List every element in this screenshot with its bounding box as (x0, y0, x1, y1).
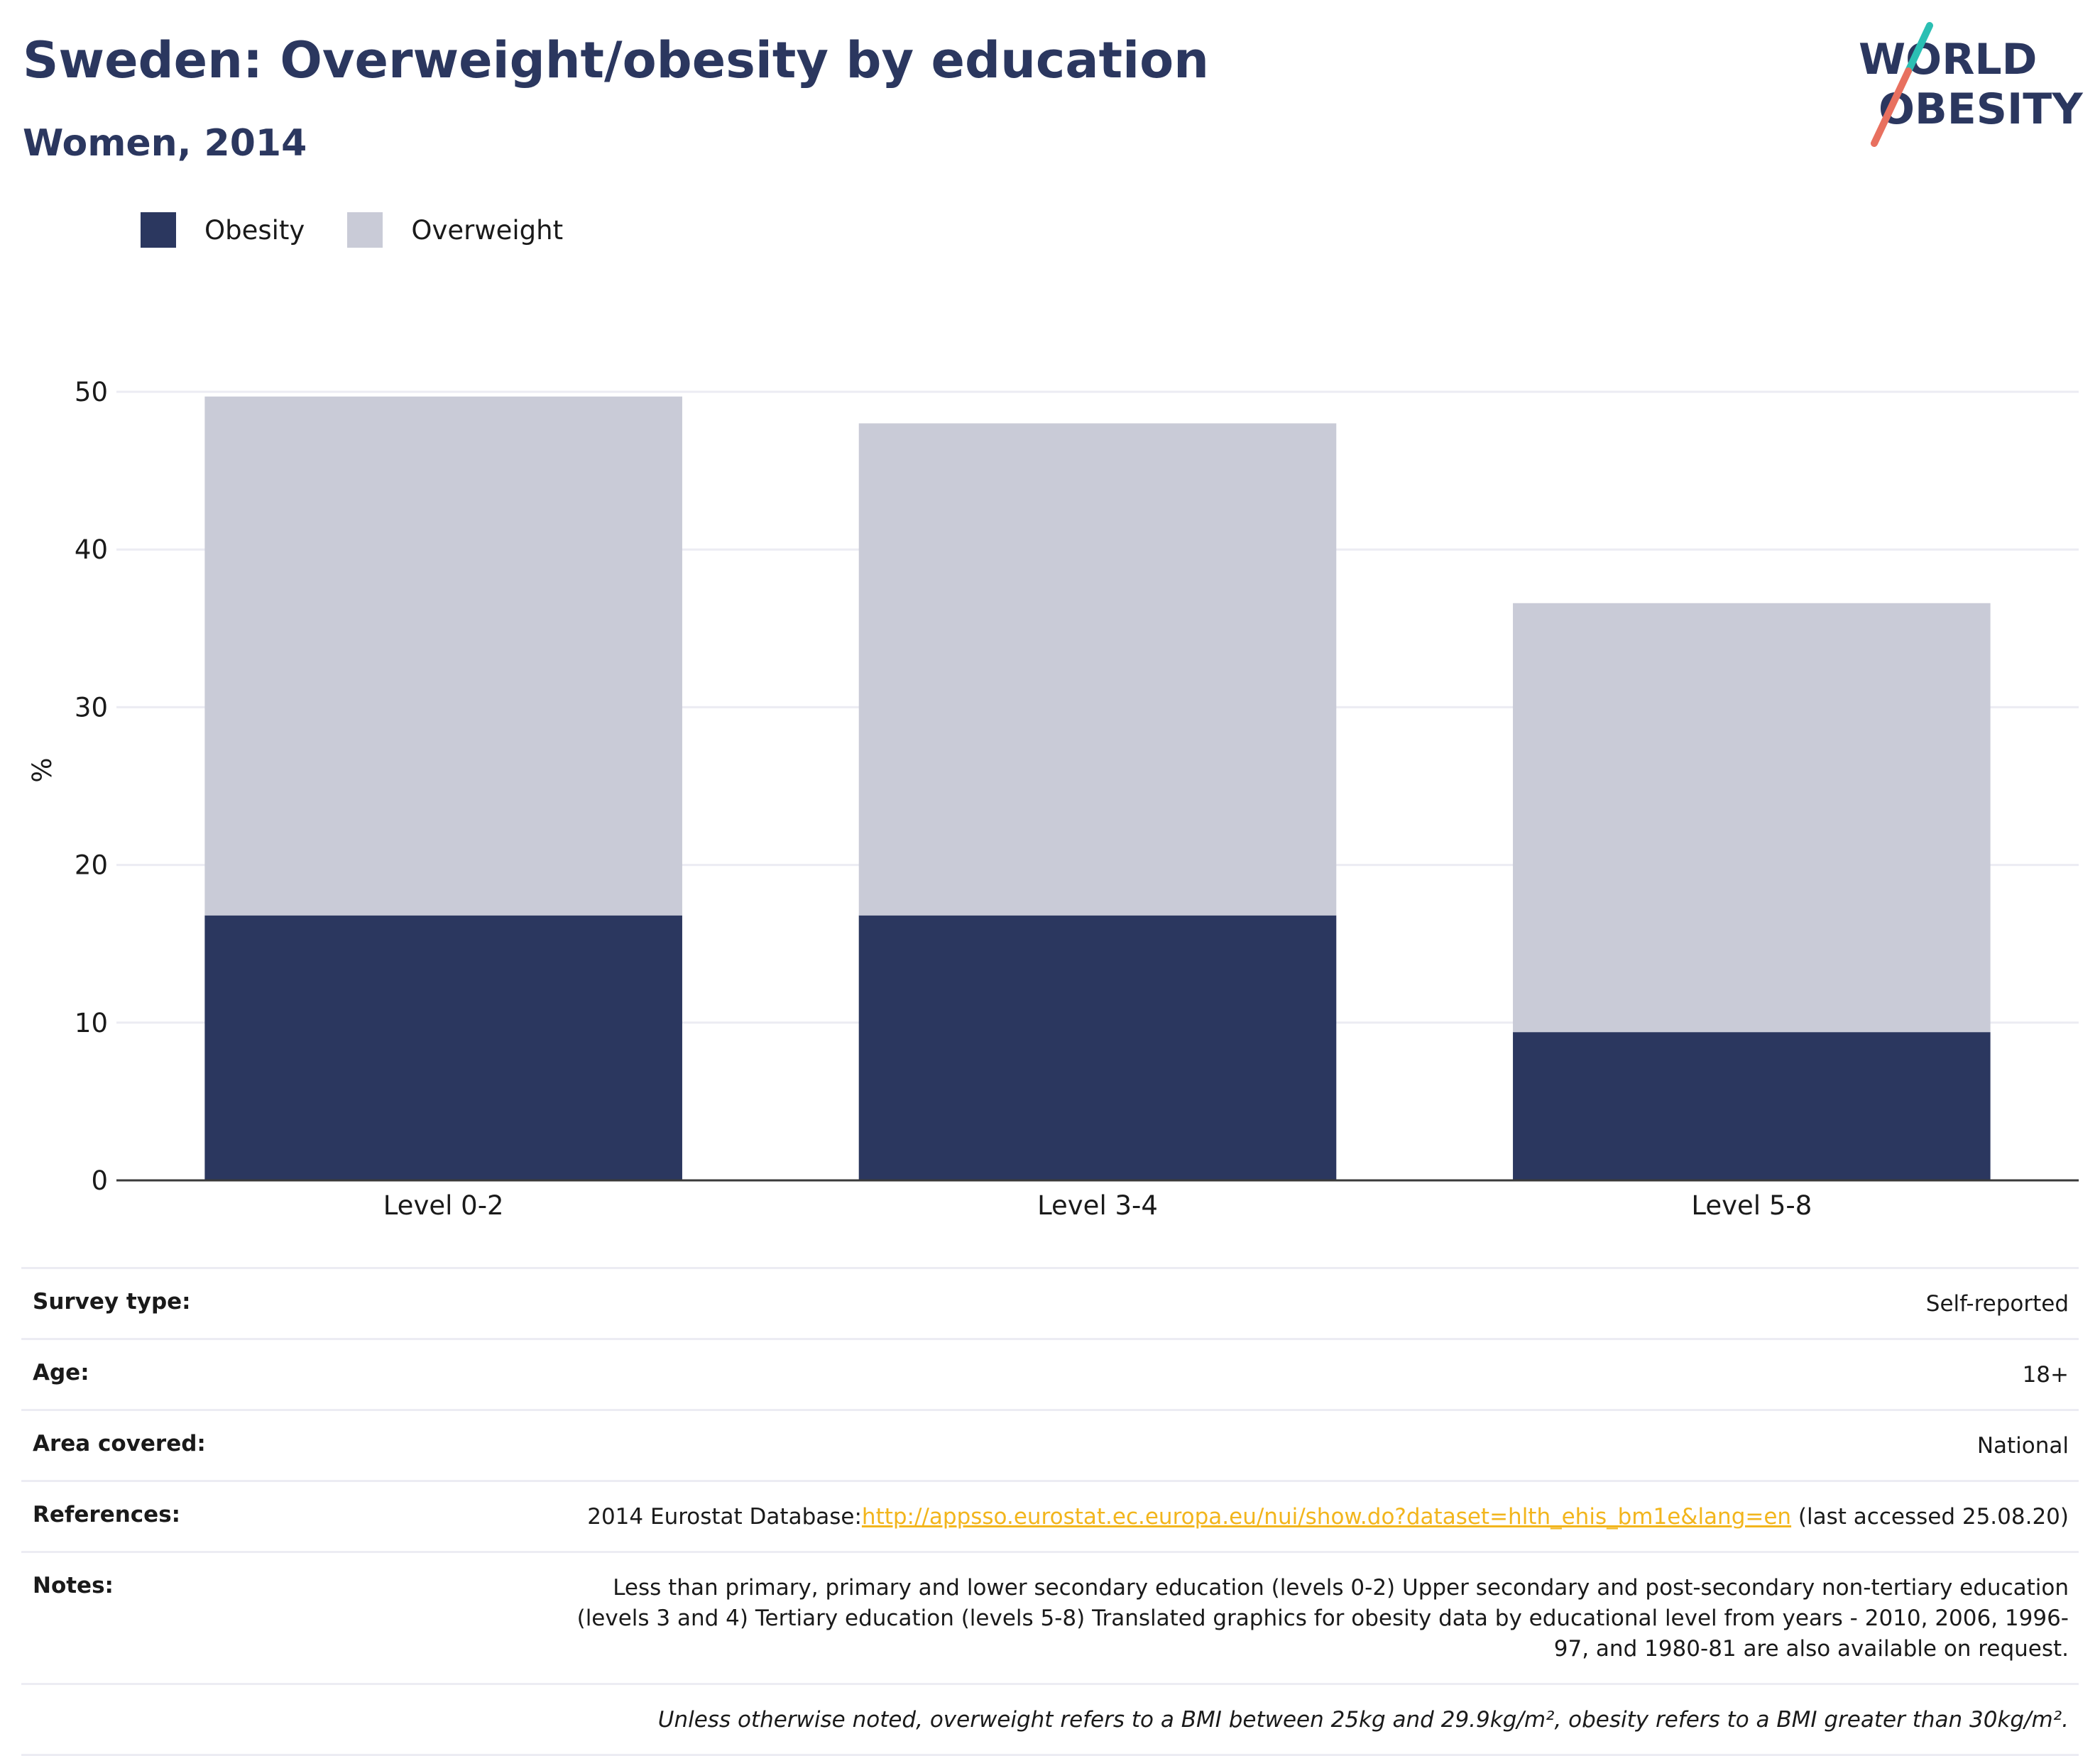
y-tick-40: 40 (75, 534, 108, 565)
meta-label-area: Area covered: (33, 1431, 206, 1456)
legend-item-obesity[interactable]: Obesity (141, 212, 305, 248)
y-tick-50: 50 (75, 377, 108, 407)
legend: Obesity Overweight (141, 211, 606, 249)
bar-overweight-3[interactable] (1513, 603, 1991, 1033)
bars (204, 396, 1991, 1180)
logo-slash-coral (1871, 67, 1912, 147)
bmi-footnote: Unless otherwise noted, overweight refer… (657, 1707, 2069, 1733)
y-tick-30: 30 (75, 692, 108, 723)
y-tick-0: 0 (91, 1165, 108, 1196)
meta-value-notes: Less than primary, primary and lower sec… (576, 1575, 2069, 1662)
bar-obesity-2[interactable] (858, 915, 1337, 1180)
meta-label-age: Age: (33, 1360, 89, 1385)
meta-value-survey-type: Self-reported (1925, 1291, 2069, 1317)
logo-word-world: WORLD (1859, 35, 2037, 84)
y-tick-20: 20 (75, 850, 108, 881)
meta-label-references: References: (33, 1502, 181, 1527)
chart-title: Sweden: Overweight/obesity by education (23, 31, 1210, 89)
legend-label-overweight: Overweight (411, 214, 564, 246)
x-tick-3: Level 5-8 (1691, 1190, 1812, 1221)
references-prefix: 2014 Eurostat Database: (587, 1504, 862, 1530)
bar-obesity-3[interactable] (1513, 1032, 1991, 1180)
bar-overweight-2[interactable] (858, 423, 1337, 916)
meta-row-age: Age: 18+ (21, 1338, 2079, 1409)
meta-label-notes: Notes: (33, 1573, 114, 1598)
meta-row-notes: Notes: Less than primary, primary and lo… (21, 1551, 2079, 1683)
bar-obesity-1[interactable] (204, 915, 682, 1180)
legend-label-obesity: Obesity (204, 214, 305, 246)
x-tick-labels: Level 0-2 Level 3-4 Level 5-8 (383, 1190, 1812, 1221)
chart-subtitle: Women, 2014 (23, 122, 307, 165)
x-tick-2: Level 3-4 (1037, 1190, 1158, 1221)
references-suffix: (last accessed 25.08.20) (1791, 1504, 2069, 1530)
logo-word-obesity: OBESITY (1878, 84, 2084, 134)
metadata-table: Survey type: Self-reported Age: 18+ Area… (21, 1267, 2079, 1756)
meta-row-area: Area covered: National (21, 1409, 2079, 1480)
logo-slash-teal (1905, 22, 1933, 75)
meta-value-area: National (1976, 1433, 2069, 1459)
x-tick-1: Level 0-2 (383, 1190, 504, 1221)
legend-swatch-overweight (347, 212, 383, 248)
meta-value-references: 2014 Eurostat Database:http://appsso.eur… (587, 1502, 2069, 1532)
meta-value-age: 18+ (2022, 1362, 2069, 1388)
meta-row-survey-type: Survey type: Self-reported (21, 1267, 2079, 1338)
legend-item-overweight[interactable]: Overweight (347, 212, 563, 248)
y-tick-10: 10 (75, 1008, 108, 1038)
meta-label-survey-type: Survey type: (33, 1289, 191, 1315)
bar-overweight-1[interactable] (204, 396, 682, 916)
world-obesity-logo: WORLD OBESITY (1859, 22, 2084, 147)
y-axis-label: % (27, 757, 58, 782)
meta-row-references: References: 2014 Eurostat Database:http:… (21, 1480, 2079, 1551)
legend-swatch-obesity (141, 212, 176, 248)
references-link[interactable]: http://appsso.eurostat.ec.europa.eu/nui/… (861, 1504, 1792, 1530)
y-tick-labels: 0 10 20 30 40 50 (75, 377, 108, 1196)
meta-footnote-row: Unless otherwise noted, overweight refer… (21, 1683, 2079, 1756)
